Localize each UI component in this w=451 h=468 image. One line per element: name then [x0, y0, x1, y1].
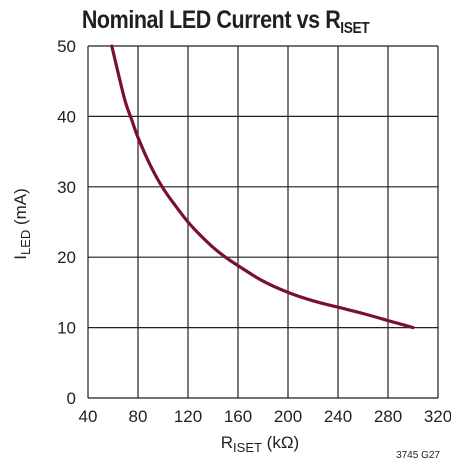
tick-labels: 40 80 120 160 200 240 280 320 0 10 20 30 40 50 — [57, 37, 451, 426]
series-group — [110, 44, 415, 330]
y-tick-label: 20 — [57, 248, 76, 267]
x-tick-label: 40 — [79, 407, 98, 426]
x-tick-label: 120 — [174, 407, 202, 426]
y-tick-label: 50 — [57, 37, 76, 56]
chart-title-main: Nominal LED Current vs R — [81, 6, 341, 34]
y-tick-label: 10 — [57, 319, 76, 338]
x-tick-label: 240 — [324, 407, 352, 426]
x-axis-label: RISET (kΩ) — [221, 433, 299, 455]
y-tick-label: 0 — [67, 389, 76, 408]
y-tick-label: 30 — [57, 178, 76, 197]
chart-title: Nominal LED Current vs RISET — [32, 6, 420, 38]
x-tick-label: 200 — [274, 407, 302, 426]
x-tick-label: 320 — [424, 407, 451, 426]
chart-title-subscript: ISET — [340, 20, 370, 37]
x-tick-label: 80 — [129, 407, 148, 426]
figure-reference: 3745 G27 — [396, 450, 440, 461]
y-axis-label: ILED (mA) — [11, 188, 33, 260]
series-line — [110, 44, 415, 330]
x-tick-label: 280 — [374, 407, 402, 426]
y-tick-label: 40 — [57, 107, 76, 126]
x-tick-label: 160 — [224, 407, 252, 426]
grid — [87, 45, 439, 399]
